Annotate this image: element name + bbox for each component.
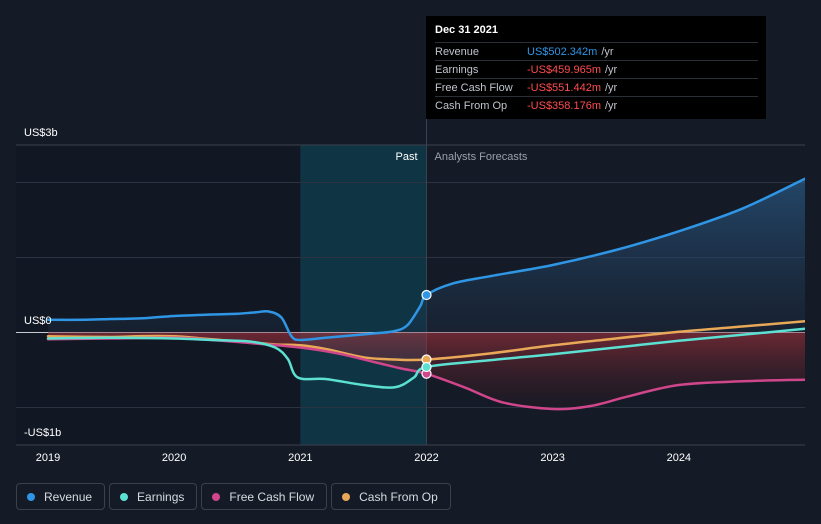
tooltip-row: Revenue US$502.342m/yr — [435, 42, 758, 60]
x-tick-label: 2019 — [36, 452, 60, 464]
legend-item-free-cash-flow[interactable]: Free Cash Flow — [201, 483, 328, 510]
legend-label: Free Cash Flow — [229, 489, 315, 504]
x-tick-label: 2024 — [667, 452, 691, 464]
y-label-bottom: -US$1b — [24, 427, 61, 439]
x-tick-label: 2021 — [288, 452, 312, 464]
legend-dot-icon — [120, 492, 129, 501]
chart-svg: US$3b US$0 -US$1b Past Analysts Forecasts 201… — [16, 118, 805, 464]
y-label-zero: US$0 — [24, 315, 52, 327]
tooltip: Dec 31 2021 Revenue US$502.342m/yr Earning… — [426, 16, 766, 119]
tooltip-row-unit: /yr — [605, 99, 618, 112]
tooltip-row-unit: /yr — [605, 63, 618, 76]
y-label-top: US$3b — [24, 127, 58, 139]
revenue-line — [46, 177, 805, 342]
tooltip-row-value: US$502.342m — [527, 45, 598, 58]
tooltip-row-value: -US$551.442m — [527, 81, 601, 94]
legend-dot-icon — [342, 492, 351, 501]
legend-item-earnings[interactable]: Earnings — [109, 483, 198, 510]
cash-from-op-line — [46, 320, 805, 362]
tooltip-date: Dec 31 2021 — [435, 24, 498, 36]
revenue-area — [48, 178, 805, 341]
earnings-marker — [421, 361, 432, 373]
tooltip-row-label: Revenue — [435, 45, 480, 58]
tooltip-row-value: -US$459.965m — [527, 63, 601, 76]
tooltip-row: Earnings -US$459.965m/yr — [435, 60, 758, 78]
tooltip-row-value: -US$358.176m — [527, 99, 601, 112]
x-tick-label: 2020 — [162, 452, 186, 464]
legend: Revenue Earnings Free Cash Flow Cash From O… — [16, 483, 451, 512]
forecast-label: Analysts Forecasts — [435, 151, 528, 163]
tooltip-row-label: Cash From Op — [435, 99, 508, 112]
legend-dot-icon — [212, 492, 221, 501]
tooltip-row-unit: /yr — [605, 81, 618, 94]
earnings-line — [46, 327, 805, 389]
legend-label: Cash From Op — [359, 489, 438, 504]
x-tick-label: 2022 — [414, 452, 438, 464]
legend-item-revenue[interactable]: Revenue — [16, 483, 106, 510]
tooltip-row-label: Free Cash Flow — [435, 81, 513, 94]
legend-dot-icon — [27, 492, 35, 501]
tooltip-row-label: Earnings — [435, 63, 479, 76]
x-tick-label: 2023 — [540, 452, 564, 464]
revenue-marker — [421, 289, 432, 301]
tooltip-row: Free Cash Flow -US$551.442m/yr — [435, 78, 758, 96]
legend-label: Revenue — [44, 489, 93, 504]
tooltip-row-unit: /yr — [601, 45, 614, 58]
legend-label: Earnings — [137, 489, 185, 504]
highlight-region — [300, 145, 427, 445]
tooltip-row: Cash From Op -US$358.176m/yr — [435, 96, 758, 114]
past-label: Past — [395, 151, 417, 163]
legend-item-cash-from-op[interactable]: Cash From Op — [331, 483, 451, 510]
